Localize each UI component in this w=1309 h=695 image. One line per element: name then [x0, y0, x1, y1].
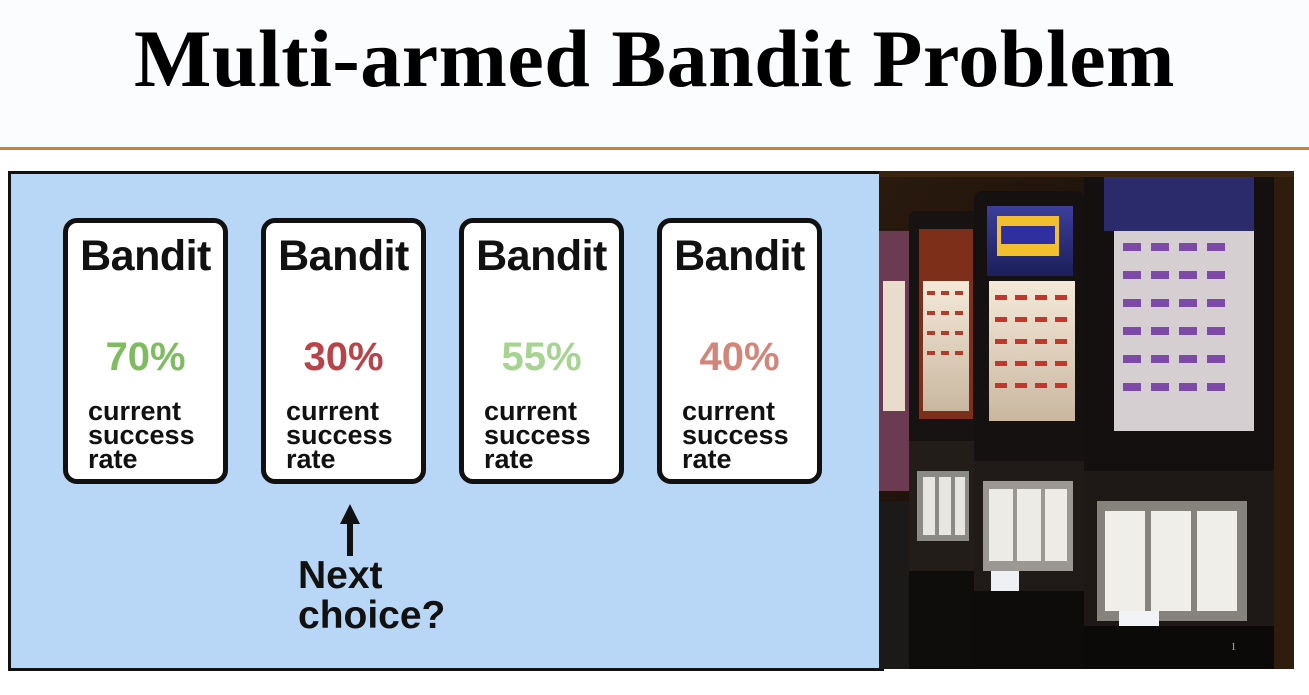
- bandit-success-rate: 40%: [699, 335, 780, 379]
- bandit-caption: current success rate: [286, 396, 393, 474]
- bandit-card-3: Bandit 55% current success rate: [459, 218, 624, 484]
- bandit-caption: current success rate: [88, 396, 195, 474]
- arrow-up-icon: [340, 504, 360, 556]
- bandit-caption: current success rate: [484, 396, 591, 474]
- bandit-heading: Bandit: [674, 232, 805, 280]
- slide-number: 1: [1231, 642, 1236, 653]
- title-band: [0, 0, 1309, 148]
- bandit-success-rate: 30%: [303, 335, 384, 379]
- bandit-heading: Bandit: [278, 232, 409, 280]
- title-divider: [0, 147, 1309, 150]
- bandit-card-4: Bandit 40% current success rate: [657, 218, 822, 484]
- bandit-heading: Bandit: [80, 232, 211, 280]
- next-choice-label: Next choice?: [298, 554, 446, 637]
- slide-title: Multi-armed Bandit Problem: [134, 13, 1175, 104]
- bandit-card-2: Bandit 30% current success rate: [261, 218, 426, 484]
- bandit-caption: current success rate: [682, 396, 789, 474]
- bandit-success-rate: 55%: [501, 335, 582, 379]
- bandit-success-rate: 70%: [105, 335, 186, 379]
- slot-machine-photo: [879, 171, 1294, 669]
- bandit-card-1: Bandit 70% current success rate: [63, 218, 228, 484]
- bandit-heading: Bandit: [476, 232, 607, 280]
- bandit-diagram: Bandit 70% current success rate Bandit 3…: [8, 171, 884, 671]
